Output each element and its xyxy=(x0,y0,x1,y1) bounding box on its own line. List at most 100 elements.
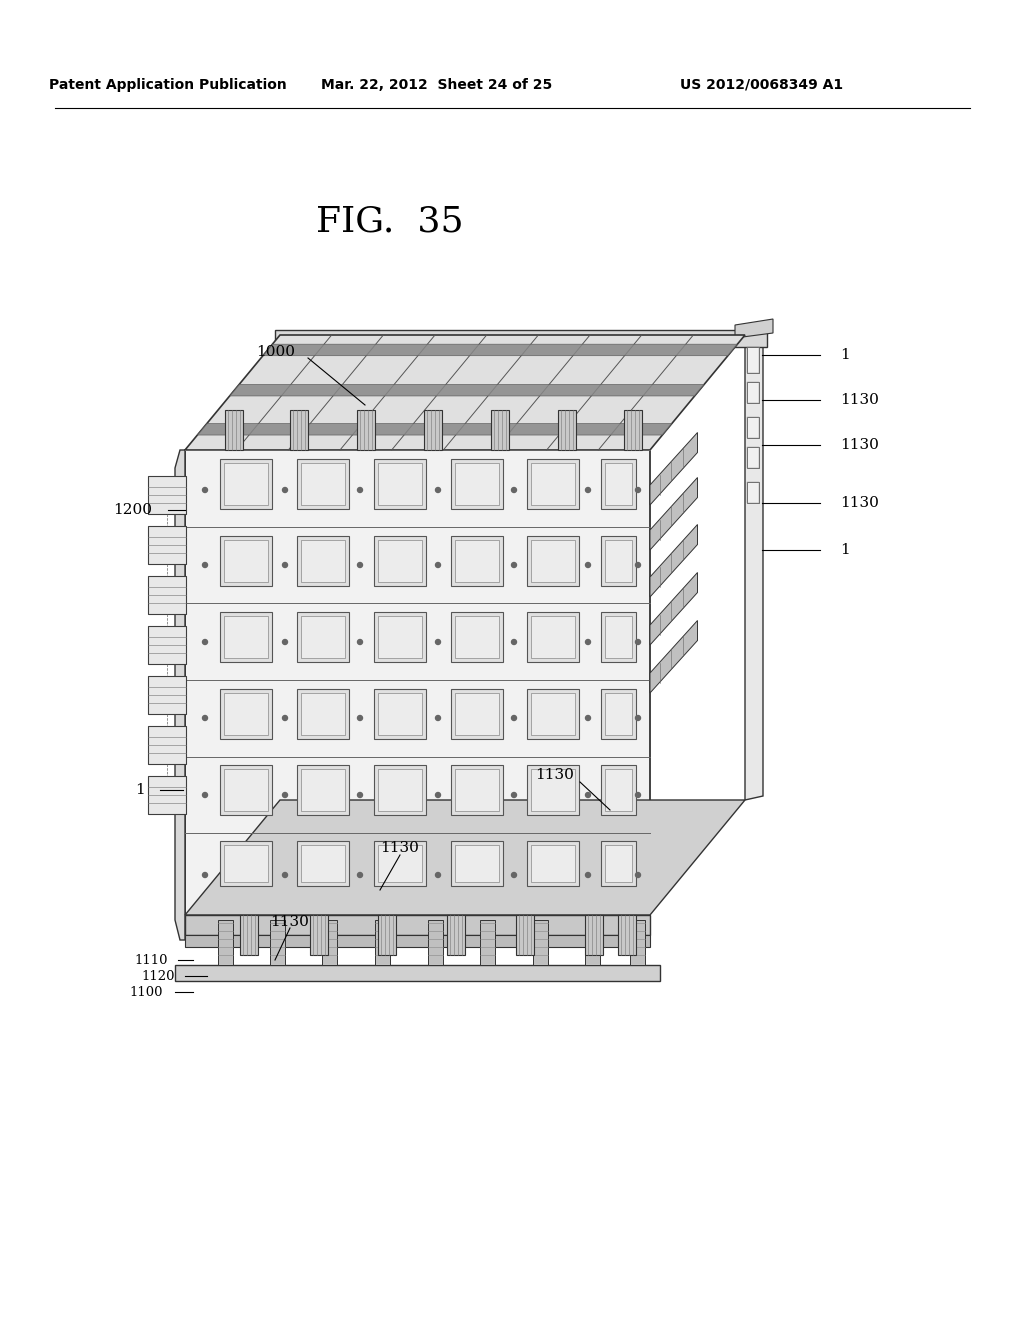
Bar xyxy=(451,536,503,586)
Bar xyxy=(374,536,426,586)
Text: Mar. 22, 2012  Sheet 24 of 25: Mar. 22, 2012 Sheet 24 of 25 xyxy=(322,78,553,92)
Bar xyxy=(451,766,503,814)
Circle shape xyxy=(636,562,640,568)
Polygon shape xyxy=(650,620,697,693)
Circle shape xyxy=(283,715,288,721)
Polygon shape xyxy=(310,915,328,954)
Bar xyxy=(148,726,186,764)
Polygon shape xyxy=(275,330,767,347)
Circle shape xyxy=(283,562,288,568)
Bar xyxy=(455,540,499,582)
Bar xyxy=(301,540,345,582)
Bar xyxy=(451,612,503,663)
Polygon shape xyxy=(558,411,575,450)
Bar xyxy=(527,612,579,663)
Polygon shape xyxy=(185,450,650,915)
Bar xyxy=(220,612,272,663)
Bar xyxy=(527,459,579,510)
Bar xyxy=(148,776,186,814)
Bar xyxy=(378,463,422,506)
Bar xyxy=(605,540,632,582)
Polygon shape xyxy=(185,800,745,915)
Bar xyxy=(527,766,579,814)
Bar xyxy=(534,920,548,965)
Bar xyxy=(175,965,660,981)
Bar xyxy=(148,576,186,614)
Circle shape xyxy=(636,487,640,492)
Circle shape xyxy=(636,715,640,721)
Circle shape xyxy=(512,715,516,721)
Polygon shape xyxy=(650,433,697,506)
Circle shape xyxy=(586,562,591,568)
Circle shape xyxy=(435,873,440,878)
Circle shape xyxy=(636,792,640,797)
Bar xyxy=(601,689,636,739)
Bar xyxy=(601,459,636,510)
Circle shape xyxy=(357,639,362,644)
Text: 1110: 1110 xyxy=(134,953,168,966)
Bar xyxy=(301,463,345,506)
Bar xyxy=(601,766,636,814)
Bar xyxy=(220,689,272,739)
Bar xyxy=(585,920,600,965)
Bar xyxy=(531,693,575,735)
Bar xyxy=(220,459,272,510)
Polygon shape xyxy=(185,335,745,450)
Circle shape xyxy=(586,639,591,644)
Circle shape xyxy=(512,562,516,568)
Bar xyxy=(746,482,759,503)
Circle shape xyxy=(283,792,288,797)
Polygon shape xyxy=(618,915,636,954)
Circle shape xyxy=(512,873,516,878)
Bar xyxy=(527,689,579,739)
Bar xyxy=(630,920,645,965)
Bar xyxy=(746,381,759,403)
Text: FIG.  35: FIG. 35 xyxy=(316,205,464,239)
Polygon shape xyxy=(735,319,773,338)
Bar xyxy=(148,676,186,714)
Bar xyxy=(455,845,499,882)
Circle shape xyxy=(357,792,362,797)
Circle shape xyxy=(586,873,591,878)
Bar xyxy=(297,689,349,739)
Bar xyxy=(605,463,632,506)
Circle shape xyxy=(203,487,208,492)
Bar xyxy=(601,841,636,886)
Text: 1130: 1130 xyxy=(536,768,574,781)
Bar xyxy=(451,841,503,886)
Bar xyxy=(301,845,345,882)
Bar xyxy=(374,689,426,739)
Bar xyxy=(297,612,349,663)
Bar xyxy=(531,770,575,810)
Bar xyxy=(746,482,759,503)
Circle shape xyxy=(283,639,288,644)
Bar xyxy=(531,845,575,882)
Bar xyxy=(220,841,272,886)
Polygon shape xyxy=(624,411,642,450)
Polygon shape xyxy=(225,411,243,450)
Text: 1100: 1100 xyxy=(129,986,163,998)
Text: 1130: 1130 xyxy=(840,496,879,510)
Bar xyxy=(746,347,759,374)
Bar xyxy=(455,770,499,810)
Circle shape xyxy=(357,562,362,568)
Bar xyxy=(746,417,759,438)
Bar xyxy=(148,477,186,513)
Polygon shape xyxy=(263,345,737,355)
Bar xyxy=(297,459,349,510)
Bar xyxy=(148,626,186,664)
Polygon shape xyxy=(378,915,396,954)
Bar xyxy=(185,935,650,946)
Bar xyxy=(455,463,499,506)
Bar xyxy=(375,920,390,965)
Bar xyxy=(378,693,422,735)
Bar xyxy=(148,776,186,814)
Text: 1130: 1130 xyxy=(840,393,879,407)
Bar xyxy=(527,841,579,886)
Circle shape xyxy=(203,715,208,721)
Text: 1120: 1120 xyxy=(141,969,175,982)
Text: 1: 1 xyxy=(840,543,850,557)
Polygon shape xyxy=(585,915,603,954)
Bar xyxy=(301,770,345,810)
Circle shape xyxy=(357,873,362,878)
